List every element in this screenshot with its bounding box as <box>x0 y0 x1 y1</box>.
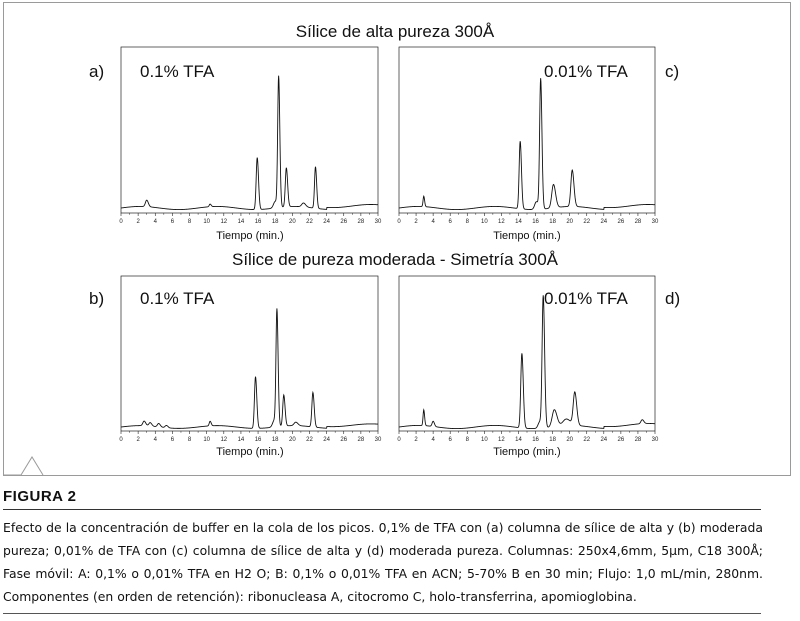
x-tick-label-b-24: 24 <box>323 437 330 443</box>
x-tick-label-b-26: 26 <box>340 437 347 443</box>
x-tick-label-d-0: 0 <box>397 437 401 443</box>
x-tick-label-a-12: 12 <box>220 219 227 225</box>
x-tick-label-b-10: 10 <box>203 437 210 443</box>
panel-c-x-axis-title: Tiempo (min.) <box>493 230 561 242</box>
x-tick-label-a-20: 20 <box>289 219 296 225</box>
panel-c-letter: c) <box>665 62 680 81</box>
panel-d-letter: d) <box>665 289 681 308</box>
x-tick-label-d-18: 18 <box>549 437 556 443</box>
bottom-rule <box>3 613 761 614</box>
frame-notch <box>4 456 44 476</box>
x-tick-label-a-14: 14 <box>238 219 245 225</box>
x-tick-label-b-20: 20 <box>289 437 296 443</box>
panel-a-letter: a) <box>89 62 105 81</box>
x-tick-label-b-16: 16 <box>255 437 262 443</box>
figure-frame <box>3 2 791 476</box>
x-tick-label-d-20: 20 <box>566 437 573 443</box>
x-tick-label-d-16: 16 <box>532 437 539 443</box>
x-tick-label-c-12: 12 <box>498 219 505 225</box>
panel-d-x-axis-title: Tiempo (min.) <box>493 446 561 458</box>
x-tick-label-a-0: 0 <box>119 219 123 225</box>
x-tick-label-c-4: 4 <box>431 219 435 225</box>
x-tick-label-b-0: 0 <box>119 437 123 443</box>
x-tick-label-a-4: 4 <box>154 219 158 225</box>
x-tick-label-c-8: 8 <box>466 219 470 225</box>
x-tick-label-a-26: 26 <box>340 219 347 225</box>
chromatogram-d: 0 2 4 6 8 10 12 14 16 18 20 22 24 26 28 30 <box>397 275 659 443</box>
plot-frame-c <box>398 46 656 214</box>
x-tick-label-d-6: 6 <box>449 437 453 443</box>
x-tick-label-d-14: 14 <box>515 437 522 443</box>
x-tick-label-d-8: 8 <box>466 437 470 443</box>
x-tick-label-c-18: 18 <box>549 219 556 225</box>
x-tick-label-d-30: 30 <box>652 437 659 443</box>
x-tick-label-d-12: 12 <box>498 437 505 443</box>
chromatogram-trace-c <box>398 78 656 211</box>
x-tick-label-b-8: 8 <box>188 437 192 443</box>
panel-b-letter: b) <box>89 289 105 308</box>
x-tick-label-c-16: 16 <box>532 219 539 225</box>
x-tick-label-b-14: 14 <box>238 437 245 443</box>
panel-a-x-axis-title: Tiempo (min.) <box>216 230 284 242</box>
bottom-row-title: Sílice de pureza moderada - Simetría 300… <box>231 250 558 269</box>
panel-d-tfa-label: 0.01% TFA <box>544 289 628 308</box>
x-tick-label-c-26: 26 <box>618 219 625 225</box>
x-tick-label-c-20: 20 <box>566 219 573 225</box>
x-tick-label-a-28: 28 <box>358 219 365 225</box>
x-tick-label-c-14: 14 <box>515 219 522 225</box>
figure-label-rule <box>3 509 761 510</box>
x-tick-label-b-18: 18 <box>272 437 279 443</box>
x-tick-label-c-6: 6 <box>449 219 453 225</box>
panel-b-x-axis-title: Tiempo (min.) <box>216 446 284 458</box>
x-tick-label-a-2: 2 <box>136 219 140 225</box>
plot-frame-a <box>120 46 379 214</box>
figure-caption: Efecto de la concentración de buffer en … <box>3 520 763 604</box>
x-tick-label-b-6: 6 <box>171 437 175 443</box>
chromatograms: 0 2 4 6 8 10 12 14 16 18 20 22 24 26 28 30 0 2 4 6 8 10 12 14 1… <box>119 46 659 443</box>
x-tick-label-c-10: 10 <box>481 219 488 225</box>
plot-frame-d <box>398 275 656 432</box>
x-tick-label-a-24: 24 <box>323 219 330 225</box>
x-tick-label-c-24: 24 <box>600 219 607 225</box>
x-tick-label-a-16: 16 <box>255 219 262 225</box>
x-tick-label-b-22: 22 <box>306 437 313 443</box>
x-tick-label-d-28: 28 <box>635 437 642 443</box>
x-tick-label-d-22: 22 <box>583 437 590 443</box>
chromatogram-a: 0 2 4 6 8 10 12 14 16 18 20 22 24 26 28 30 <box>119 46 382 225</box>
chromatogram-trace-b <box>120 308 379 429</box>
top-row-title: Sílice de alta pureza 300Å <box>295 22 495 41</box>
chromatogram-trace-a <box>120 75 379 211</box>
x-tick-label-a-18: 18 <box>272 219 279 225</box>
x-tick-label-a-30: 30 <box>375 219 382 225</box>
x-tick-label-a-22: 22 <box>306 219 313 225</box>
x-tick-label-c-28: 28 <box>635 219 642 225</box>
x-tick-label-a-8: 8 <box>188 219 192 225</box>
x-tick-label-b-12: 12 <box>220 437 227 443</box>
panel-c-tfa-label: 0.01% TFA <box>544 62 628 81</box>
x-tick-label-d-10: 10 <box>481 437 488 443</box>
chromatogram-trace-d <box>398 295 656 430</box>
figure-label: FIGURA 2 <box>3 488 77 505</box>
x-tick-label-b-2: 2 <box>136 437 140 443</box>
chromatogram-b: 0 2 4 6 8 10 12 14 16 18 20 22 24 26 28 30 <box>119 275 382 443</box>
plot-frame-b <box>120 275 379 432</box>
panel-a-tfa-label: 0.1% TFA <box>140 62 215 81</box>
x-tick-label-c-2: 2 <box>414 219 418 225</box>
x-tick-label-b-4: 4 <box>154 437 158 443</box>
x-tick-label-d-4: 4 <box>431 437 435 443</box>
x-tick-label-b-30: 30 <box>375 437 382 443</box>
x-tick-label-c-30: 30 <box>652 219 659 225</box>
x-tick-label-c-22: 22 <box>583 219 590 225</box>
x-tick-label-d-24: 24 <box>600 437 607 443</box>
x-tick-label-d-26: 26 <box>618 437 625 443</box>
x-tick-label-c-0: 0 <box>397 219 401 225</box>
x-tick-label-d-2: 2 <box>414 437 418 443</box>
x-tick-label-a-10: 10 <box>203 219 210 225</box>
x-tick-label-a-6: 6 <box>171 219 175 225</box>
x-tick-label-b-28: 28 <box>358 437 365 443</box>
panel-b-tfa-label: 0.1% TFA <box>140 289 215 308</box>
chromatogram-c: 0 2 4 6 8 10 12 14 16 18 20 22 24 26 28 30 <box>397 46 659 225</box>
